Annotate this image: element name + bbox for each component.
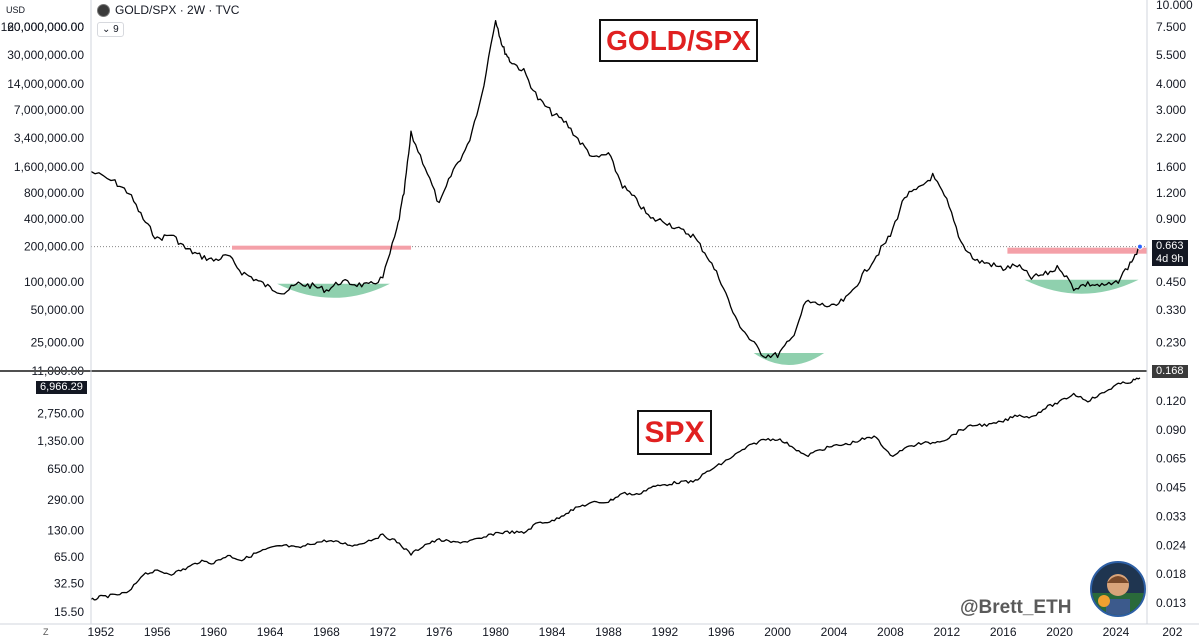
gold-left-tick-label: 25,000.00 (31, 336, 85, 350)
spx-left-tick-label: 1,350.00 (37, 434, 84, 448)
spx-left-tick-label: 65.00 (54, 550, 84, 564)
gold-right-tick-label: 10.000 (1156, 0, 1193, 12)
gold-right-tick-label: 5.500 (1156, 48, 1186, 62)
resistance-band-1970s[interactable] (231, 245, 412, 250)
time-tick-label: 1972 (369, 625, 396, 639)
gold-right-tick-label: 0.330 (1156, 303, 1186, 317)
time-tick-label: 1996 (708, 625, 735, 639)
gold-left-tick-label: 3,400,000.00 (14, 131, 84, 145)
time-tick-label: 2024 (1103, 625, 1130, 639)
gold-right-tick-label: 3.000 (1156, 103, 1186, 117)
z-label: Z (43, 627, 49, 637)
spx-right-tick-label: 0.018 (1156, 567, 1186, 581)
gold-right-tick-label: 1.600 (1156, 160, 1186, 174)
gold-left-tick-label: 800,000.00 (24, 186, 84, 200)
time-tick-label: 2020 (1046, 625, 1073, 639)
time-tick-label: 1956 (144, 625, 171, 639)
floor-value-tag: 0.168 (1152, 365, 1188, 378)
spx-series-line[interactable] (90, 377, 1141, 601)
gold-right-tick-label: 0.450 (1156, 275, 1186, 289)
spx-left-tick-label: 15.50 (54, 605, 84, 619)
time-tick-label: 2012 (933, 625, 960, 639)
spx-left-tick-label: 130.00 (47, 524, 84, 538)
watermark: @Brett_ETH (960, 597, 1072, 618)
author-avatar (1090, 561, 1146, 617)
time-tick-label: 2000 (764, 625, 791, 639)
spx-left-tick-label: 290.00 (47, 493, 84, 507)
gold-right-tick-label: 2.200 (1156, 131, 1186, 145)
gold-value-tag: 0.663 (1152, 240, 1188, 253)
time-tick-label: 1984 (539, 625, 566, 639)
time-tick-label: 1960 (200, 625, 227, 639)
spx-right-tick-label: 0.033 (1156, 509, 1186, 523)
gold-spx-series-line[interactable] (90, 19, 1141, 359)
time-tick-label: 1980 (482, 625, 509, 639)
spx-left-tick-label: 32.50 (54, 577, 84, 591)
symbol-logo-icon (97, 3, 110, 17)
chevron-down-icon: ⌄ (102, 24, 111, 35)
gold-left-tick-label: 30,000,000.00 (7, 48, 84, 62)
countdown-tag: 4d 9h (1152, 253, 1188, 266)
gold-left-tick-label: 7,000,000.00 (14, 103, 84, 117)
spx-right-tick-label: 0.090 (1156, 423, 1186, 437)
gold-right-tick-label: 1.200 (1156, 186, 1186, 200)
time-tick-label: 1976 (426, 625, 453, 639)
gold-left-tick-label: 1,600,000.00 (14, 160, 84, 174)
currency-label[interactable]: USD (6, 5, 26, 15)
gold-left-tick-label: 14,000,000.00 (7, 77, 84, 91)
time-tick-label: 1964 (257, 625, 284, 639)
gold-right-tick-label: 0.900 (1156, 212, 1186, 226)
time-tick-label: 1952 (88, 625, 115, 639)
spx-value-tag: 6,966.29 (36, 381, 87, 394)
indicator-count: 9 (113, 24, 119, 35)
gold-right-tick-label: 4.000 (1156, 77, 1186, 91)
symbol-header[interactable]: GOLD/SPX · 2W · TVC (97, 3, 239, 17)
spx-title: SPX (637, 410, 712, 455)
time-tick-label: 1968 (313, 625, 340, 639)
time-tick-label: 2016 (990, 625, 1017, 639)
spx-left-tick-label: 650.00 (47, 462, 84, 476)
last-price-marker (1136, 243, 1143, 250)
gold-left-tick-label: 100,000.00 (24, 275, 84, 289)
gold-right-tick-label: 0.230 (1156, 336, 1186, 350)
base-arc-2020s[interactable] (1024, 279, 1139, 294)
resistance-band-2020s[interactable] (1007, 247, 1147, 254)
time-tick-label: 2008 (877, 625, 904, 639)
gold-right-tick-label: 7.500 (1156, 20, 1186, 34)
symbol-label: GOLD/SPX · 2W · TVC (115, 3, 240, 17)
gold-left-tick-label: 200,000.00 (24, 240, 84, 254)
spx-right-tick-label: 0.045 (1156, 481, 1186, 495)
gold-left-tick-label: 120,000,000.00 (1, 20, 85, 34)
indicators-toggle[interactable]: ⌄ 9 (97, 22, 124, 37)
spx-right-tick-label: 0.013 (1156, 596, 1186, 610)
spx-left-tick-label: 2,750.00 (37, 407, 84, 421)
base-arc-2000[interactable] (753, 352, 825, 365)
time-tick-label: 2004 (821, 625, 848, 639)
time-tick-label: 1988 (595, 625, 622, 639)
spx-right-tick-label: 0.065 (1156, 452, 1186, 466)
gold-left-tick-label: 400,000.00 (24, 212, 84, 226)
spx-right-tick-label: 0.024 (1156, 538, 1186, 552)
gold-left-tick-label: 50,000.00 (31, 303, 85, 317)
spx-right-tick-label: 0.120 (1156, 394, 1186, 408)
gold-left-tick-label: 60,000,000.00 (7, 20, 84, 34)
time-tick-label: 1992 (651, 625, 678, 639)
time-tick-label: 202 (1162, 625, 1182, 639)
gold-spx-title: GOLD/SPX (599, 19, 758, 62)
